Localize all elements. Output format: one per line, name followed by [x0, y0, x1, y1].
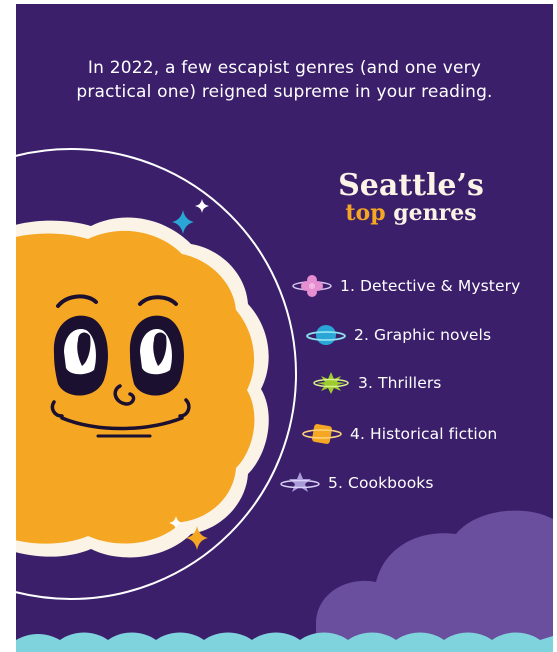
- genre-label-5: 5. Cookbooks: [328, 474, 434, 492]
- pink-flower-planet-icon: [292, 275, 332, 297]
- orbit-ring: [16, 148, 297, 600]
- green-spiky-planet-icon: [313, 372, 349, 394]
- left-eye: [53, 315, 108, 396]
- blue-cloud: [16, 632, 553, 652]
- sun-nose: [113, 384, 136, 406]
- title-rest: genres: [393, 200, 477, 226]
- genre-label-2: 2. Graphic novels: [354, 326, 492, 344]
- genre-item-1: 1. Detective & Mystery: [292, 274, 520, 298]
- genre-label-3: 3. Thrillers: [358, 374, 442, 392]
- genre-label-1: 1. Detective & Mystery: [340, 277, 521, 295]
- title-line-2: top genres: [316, 200, 506, 226]
- title-line-1: Seattle’s: [338, 168, 484, 203]
- sun-smile: [60, 416, 184, 431]
- right-cheek: [178, 398, 191, 418]
- genre-item-3: 3. Thrillers: [312, 371, 441, 395]
- sun-body: [16, 230, 255, 544]
- genre-item-2: 2. Graphic novels: [306, 323, 491, 347]
- blue-sparkle-icon: [172, 210, 194, 234]
- white-sparkle-small-icon: [169, 516, 183, 530]
- title-highlight: top: [345, 200, 386, 226]
- genre-label-4: 4. Historical fiction: [350, 425, 498, 443]
- illustration-layer: [16, 148, 553, 652]
- intro-line-2: practical one) reigned supreme in your r…: [76, 82, 493, 102]
- infographic-card: In 2022, a few escapist genres (and one …: [16, 4, 553, 652]
- white-sparkle-icon: [195, 199, 209, 213]
- lavender-star-planet-icon: [280, 472, 320, 492]
- right-eyebrow: [138, 295, 178, 306]
- orange-square-planet-icon: [302, 424, 342, 444]
- genre-item-4: 4. Historical fiction: [302, 422, 497, 446]
- left-cheek: [50, 400, 64, 418]
- intro-text: In 2022, a few escapist genres (and one …: [36, 56, 533, 104]
- purple-cloud: [316, 510, 553, 652]
- page-title: Seattle’s top genres: [316, 168, 506, 227]
- right-eye: [129, 315, 184, 396]
- blue-ringed-planet-icon: [306, 325, 346, 345]
- orange-sparkle-icon: [186, 526, 208, 550]
- genre-item-5: 5. Cookbooks: [280, 471, 434, 495]
- left-eyebrow: [56, 294, 98, 308]
- intro-line-1: In 2022, a few escapist genres (and one …: [87, 58, 482, 78]
